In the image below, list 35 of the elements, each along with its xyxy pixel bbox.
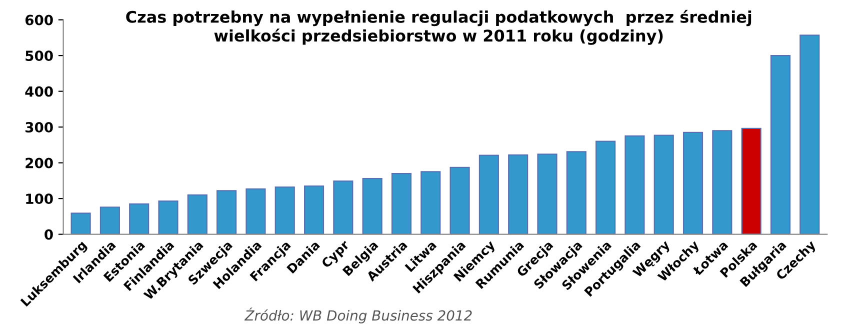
bar xyxy=(537,154,558,234)
bar xyxy=(770,54,791,234)
bar xyxy=(362,178,382,234)
bar xyxy=(566,151,586,234)
bar xyxy=(800,34,820,234)
bar xyxy=(420,171,441,234)
bar xyxy=(712,130,732,234)
y-tick-label: 100 xyxy=(26,194,53,204)
bar xyxy=(478,154,499,234)
bar xyxy=(246,188,266,234)
bar xyxy=(129,203,150,234)
bar xyxy=(274,186,295,234)
bar xyxy=(304,185,324,234)
y-tick-label: 300 xyxy=(26,122,53,133)
text: Źródło: WB Doing Business 2012 xyxy=(244,308,472,324)
y-tick-label: 0 xyxy=(44,229,53,240)
y-tick-label: 200 xyxy=(26,158,53,168)
bar xyxy=(624,135,645,234)
bar xyxy=(333,180,354,234)
bar xyxy=(682,132,704,234)
bar xyxy=(654,134,674,234)
y-tick-label: 400 xyxy=(25,86,53,97)
bar xyxy=(216,190,237,234)
bar xyxy=(596,140,616,234)
bar xyxy=(741,128,762,234)
bar xyxy=(391,172,412,234)
y-tick-label: 500 xyxy=(26,50,53,62)
chart-title: Czas potrzebny na wypełnienie regulacji podatkowych przez średniej wielkości przedsiebiorstwo w 2011 roku (godziny) xyxy=(126,10,752,45)
bar xyxy=(100,206,120,234)
bar xyxy=(508,154,528,234)
bar xyxy=(70,212,91,234)
bar xyxy=(158,200,178,234)
y-tick-label: 600 xyxy=(25,14,53,26)
bar xyxy=(187,194,208,234)
bar xyxy=(450,166,470,234)
